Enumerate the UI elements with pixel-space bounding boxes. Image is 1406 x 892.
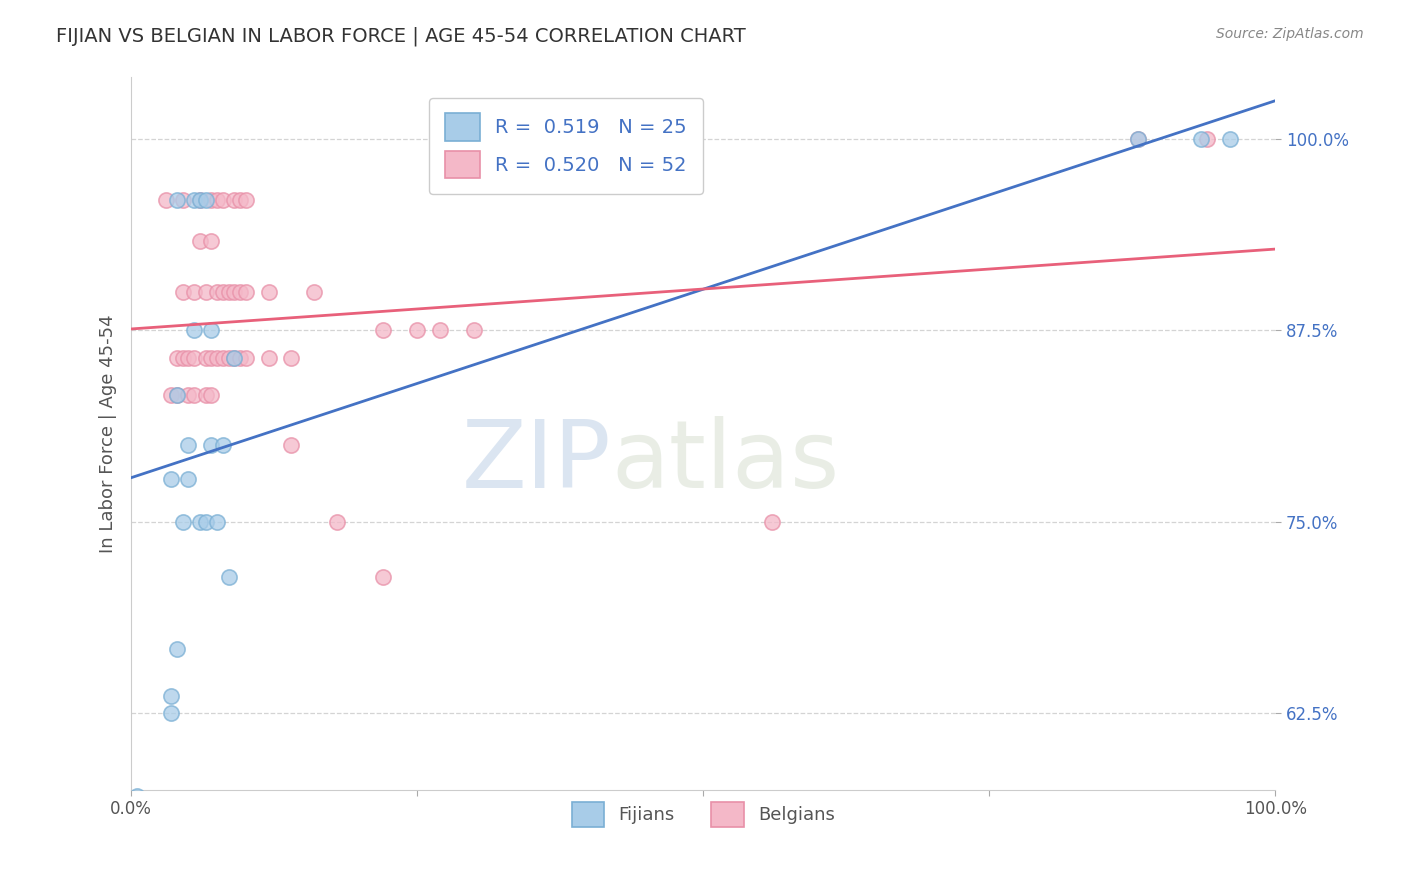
Point <box>155 193 177 207</box>
Point <box>194 285 217 299</box>
Legend: Fijians, Belgians: Fijians, Belgians <box>565 795 842 834</box>
Point <box>235 285 257 299</box>
Point <box>463 323 485 337</box>
Point <box>183 193 205 207</box>
Point <box>205 351 228 365</box>
Text: atlas: atlas <box>612 417 839 508</box>
Point <box>177 387 200 401</box>
Point <box>188 193 211 207</box>
Point <box>229 193 252 207</box>
Point <box>172 193 194 207</box>
Point <box>200 438 222 452</box>
Point <box>188 515 211 529</box>
Point <box>194 351 217 365</box>
Point <box>166 387 188 401</box>
Point <box>183 351 205 365</box>
Point <box>1195 132 1218 146</box>
Point <box>218 351 240 365</box>
Point <box>166 193 188 207</box>
Point <box>224 285 246 299</box>
Point <box>1126 132 1149 146</box>
Point <box>194 387 217 401</box>
Point <box>172 285 194 299</box>
Point <box>194 193 217 207</box>
Point <box>177 438 200 452</box>
Point <box>194 515 217 529</box>
Point <box>257 351 280 365</box>
Point <box>166 351 188 365</box>
Point <box>1219 132 1241 146</box>
Point <box>205 515 228 529</box>
Point <box>166 642 188 657</box>
Point <box>280 438 302 452</box>
Point <box>200 235 222 249</box>
Point <box>177 351 200 365</box>
Point <box>224 351 246 365</box>
Point <box>211 351 233 365</box>
Point <box>166 387 188 401</box>
Point <box>183 323 205 337</box>
Point <box>183 285 205 299</box>
Point <box>235 193 257 207</box>
Point <box>211 438 233 452</box>
Point <box>188 235 211 249</box>
Point <box>211 285 233 299</box>
Text: ZIP: ZIP <box>463 417 612 508</box>
Point <box>218 285 240 299</box>
Point <box>200 387 222 401</box>
Point <box>205 193 228 207</box>
Point <box>257 285 280 299</box>
Point <box>326 515 349 529</box>
Point <box>235 351 257 365</box>
Point <box>1126 132 1149 146</box>
Text: Source: ZipAtlas.com: Source: ZipAtlas.com <box>1216 27 1364 41</box>
Point <box>177 472 200 486</box>
Point <box>371 570 394 584</box>
Point <box>200 193 222 207</box>
Point <box>229 285 252 299</box>
Point <box>224 351 246 365</box>
Point <box>200 351 222 365</box>
Point <box>406 323 429 337</box>
Point <box>304 285 326 299</box>
Point <box>218 570 240 584</box>
Point <box>160 690 183 704</box>
Point <box>224 193 246 207</box>
Point <box>229 351 252 365</box>
Y-axis label: In Labor Force | Age 45-54: In Labor Force | Age 45-54 <box>100 314 117 553</box>
Point <box>211 193 233 207</box>
Point <box>429 323 451 337</box>
Point <box>188 193 211 207</box>
Text: FIJIAN VS BELGIAN IN LABOR FORCE | AGE 45-54 CORRELATION CHART: FIJIAN VS BELGIAN IN LABOR FORCE | AGE 4… <box>56 27 747 46</box>
Point <box>160 706 183 721</box>
Point <box>200 323 222 337</box>
Point <box>160 387 183 401</box>
Point <box>172 351 194 365</box>
Point <box>125 789 148 803</box>
Point <box>160 472 183 486</box>
Point <box>371 323 394 337</box>
Point <box>280 351 302 365</box>
Point <box>1189 132 1212 146</box>
Point <box>183 387 205 401</box>
Point <box>761 515 783 529</box>
Point <box>172 515 194 529</box>
Point <box>205 285 228 299</box>
